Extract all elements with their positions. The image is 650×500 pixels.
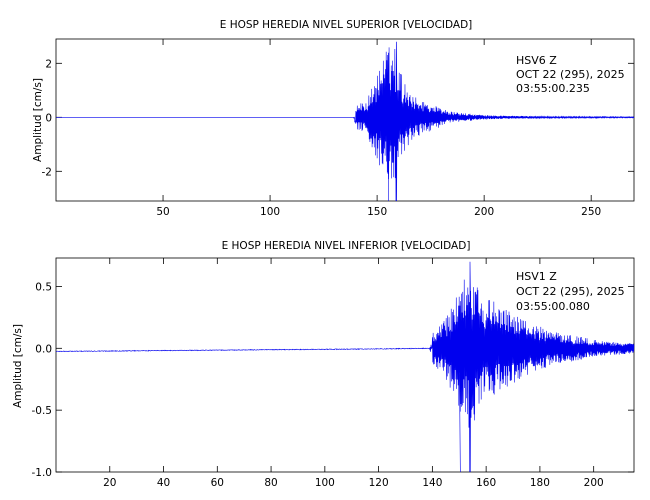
axis-ticks: 20 40 60 80 100 120 140 160 180 200 0.5 0.0 -0.5 -1.0	[32, 258, 634, 489]
chart-superior: E HOSP HEREDIA NIVEL SUPERIOR [VELOCIDAD…	[32, 19, 635, 218]
x-tick-label: 250	[581, 206, 601, 218]
x-tick-label: 150	[367, 206, 387, 218]
y-tick-label: -1.0	[32, 467, 53, 479]
y-axis-label: Amplitud [cm/s]	[32, 78, 44, 162]
waveform-series	[56, 41, 635, 202]
x-tick-label: 160	[476, 477, 496, 489]
date-label: OCT 22 (295), 2025	[516, 68, 625, 81]
y-tick-label: 0	[45, 112, 52, 124]
x-tick-label: 50	[156, 206, 169, 218]
y-tick-label: 0.5	[35, 281, 52, 293]
y-axis-label: Amplitud [cm/s]	[12, 324, 24, 408]
x-tick-label: 40	[157, 477, 170, 489]
x-tick-label: 120	[369, 477, 389, 489]
y-tick-label: 0.0	[35, 343, 52, 355]
x-tick-label: 180	[530, 477, 550, 489]
x-tick-label: 20	[103, 477, 116, 489]
y-tick-label: 2	[45, 58, 52, 70]
x-tick-label: 200	[474, 206, 494, 218]
plot-frame	[55, 38, 635, 202]
chart-inferior: E HOSP HEREDIA NIVEL INFERIOR [VELOCIDAD…	[12, 240, 635, 489]
station-label: HSV6 Z	[516, 54, 557, 67]
date-label: OCT 22 (295), 2025	[516, 285, 625, 298]
x-tick-label: 100	[260, 206, 280, 218]
plot-frame	[55, 257, 635, 473]
station-label: HSV1 Z	[516, 270, 557, 283]
trace-annotation: HSV1 Z OCT 22 (295), 2025 03:55:00.080	[516, 270, 625, 313]
waveform-series	[55, 261, 635, 473]
x-tick-label: 140	[422, 477, 442, 489]
y-tick-label: -0.5	[32, 405, 53, 417]
trace-annotation: HSV6 Z OCT 22 (295), 2025 03:55:00.235	[516, 54, 625, 95]
chart-title: E HOSP HEREDIA NIVEL INFERIOR [VELOCIDAD…	[222, 240, 471, 252]
x-tick-label: 100	[315, 477, 335, 489]
y-tick-label: -2	[42, 166, 52, 178]
x-tick-label: 60	[211, 477, 224, 489]
time-label: 03:55:00.080	[516, 300, 590, 313]
x-tick-label: 200	[584, 477, 604, 489]
time-label: 03:55:00.235	[516, 82, 590, 95]
chart-title: E HOSP HEREDIA NIVEL SUPERIOR [VELOCIDAD…	[220, 19, 473, 31]
x-tick-label: 80	[264, 477, 277, 489]
